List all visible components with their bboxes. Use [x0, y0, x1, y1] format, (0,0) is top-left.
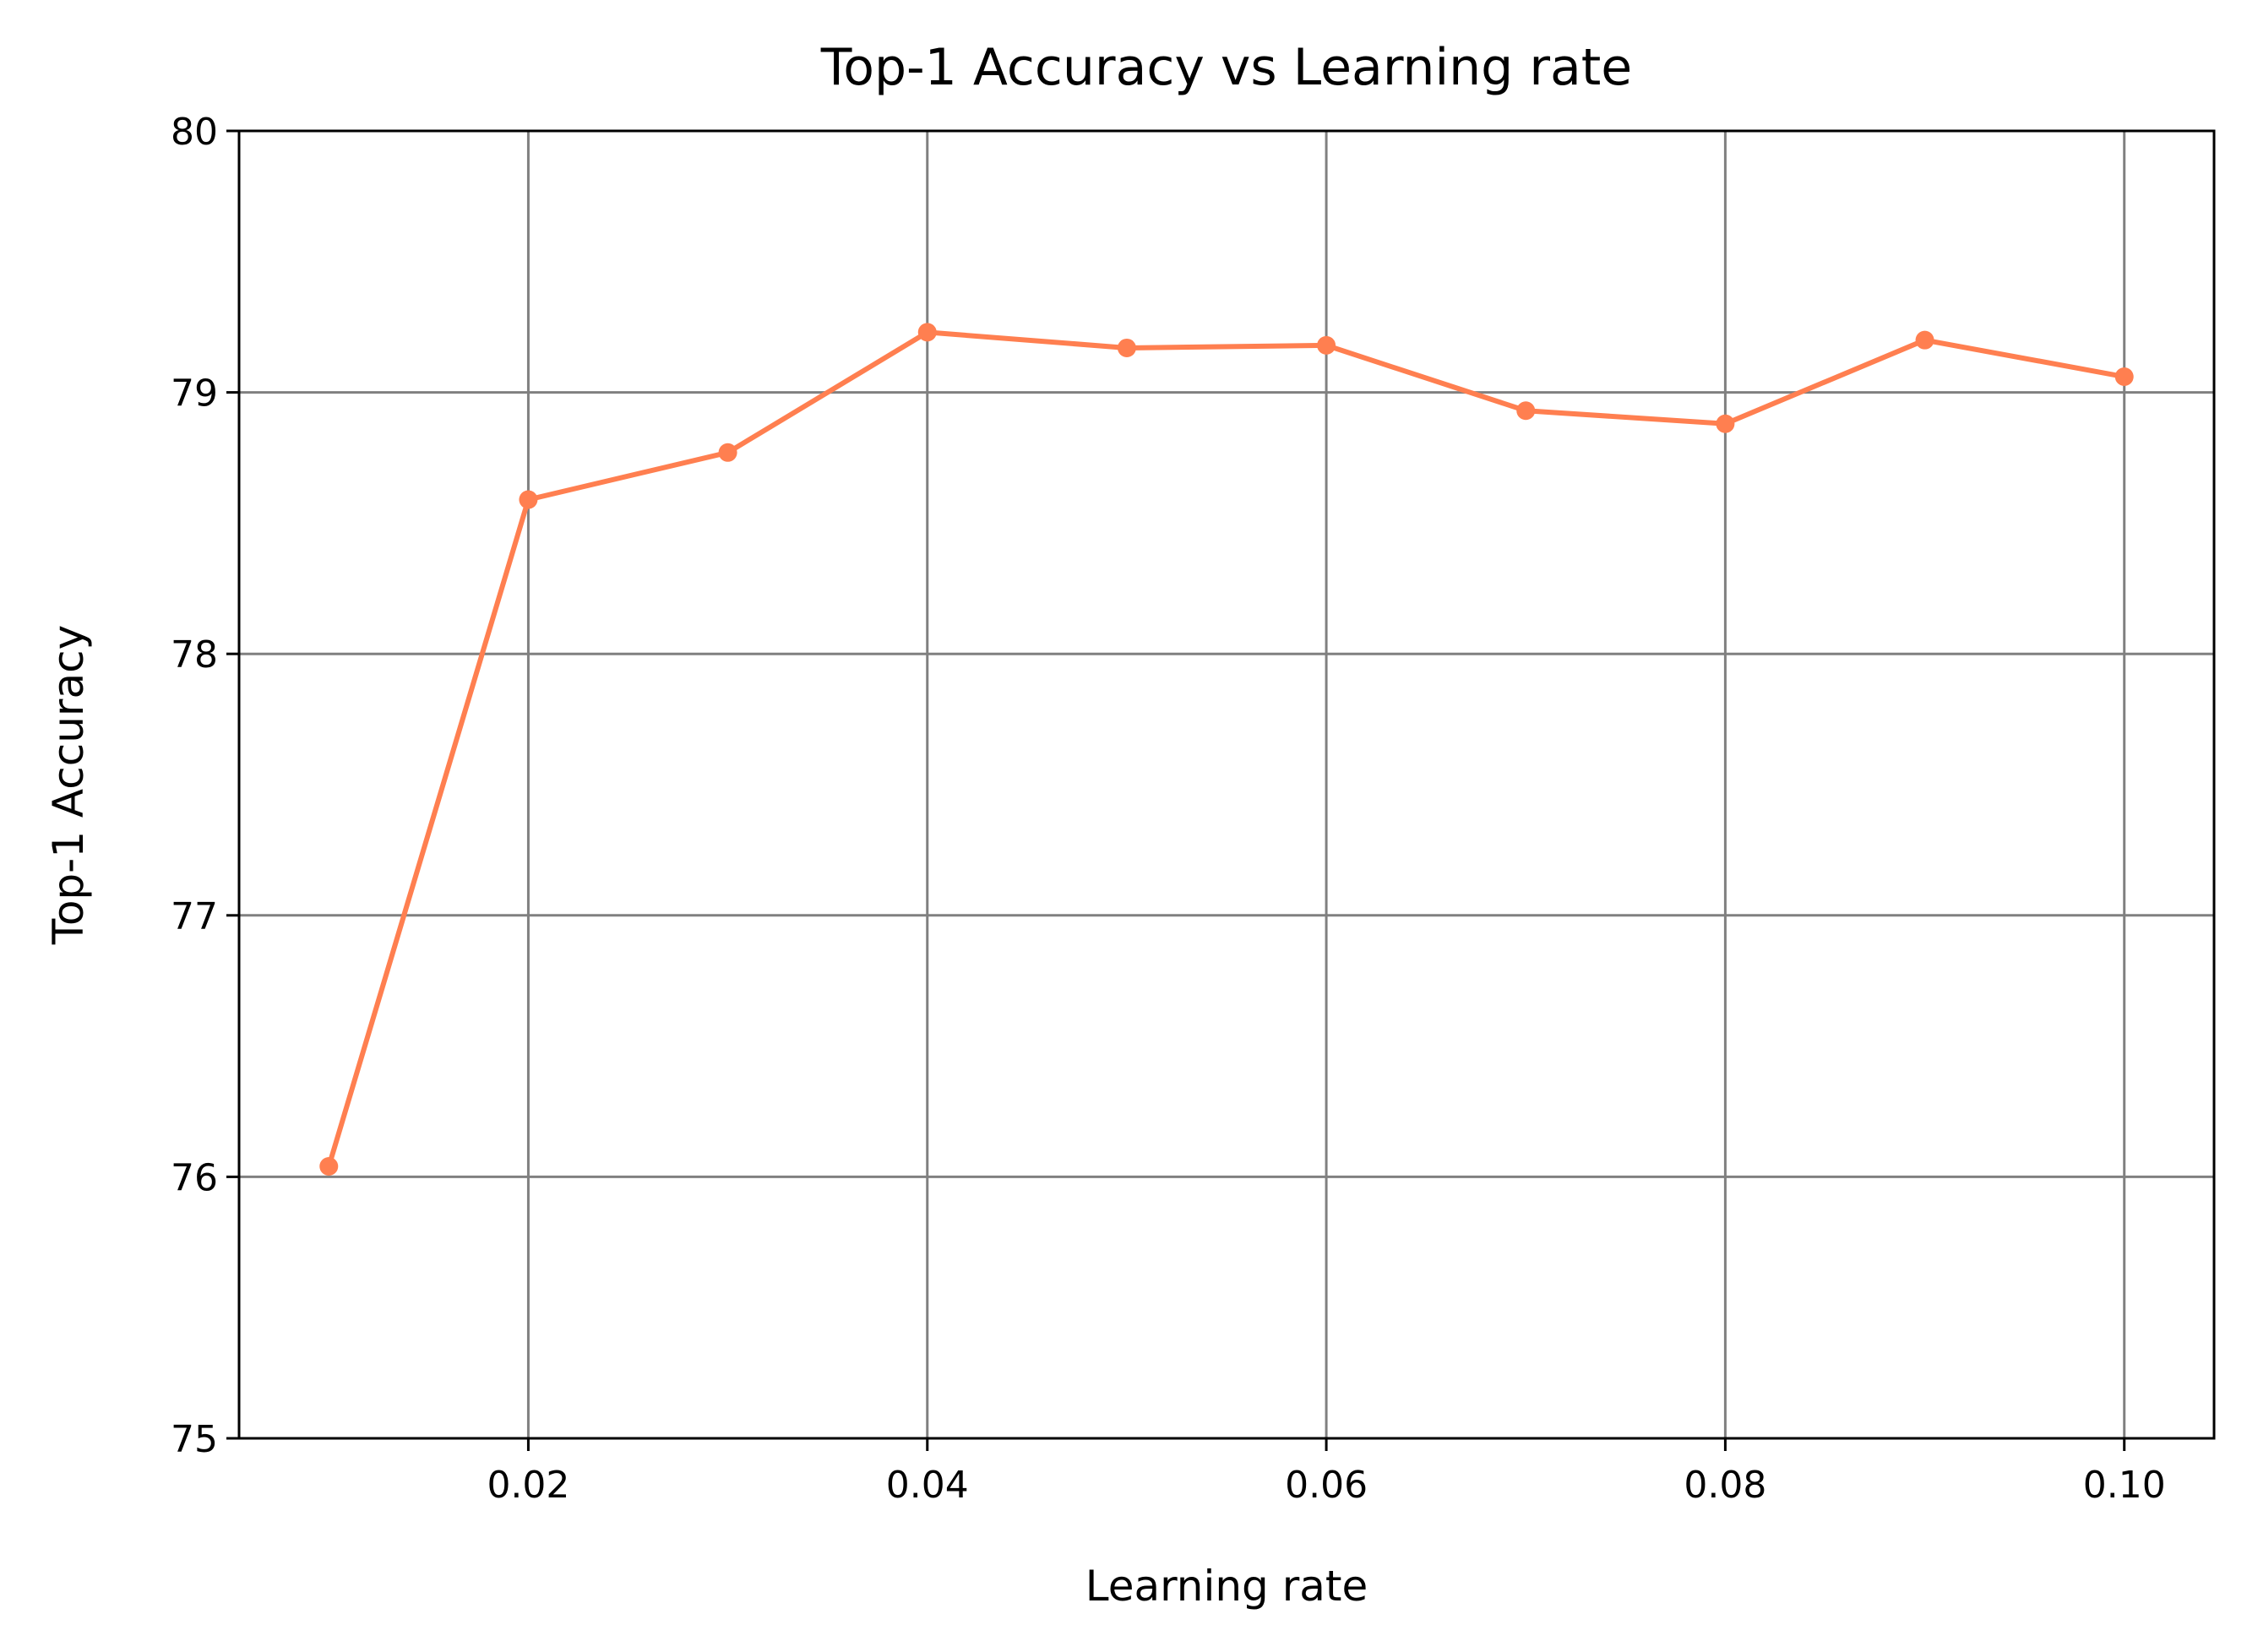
- y-tick-label: 77: [171, 895, 218, 938]
- data-point: [718, 443, 737, 462]
- y-tick-label: 80: [171, 111, 218, 154]
- y-tick-label: 75: [171, 1418, 218, 1461]
- data-point: [519, 490, 538, 509]
- chart-title: Top-1 Accuracy vs Learning rate: [820, 38, 1632, 97]
- data-point: [1317, 335, 1336, 355]
- data-point: [917, 323, 937, 342]
- plot-frame: [237, 129, 2216, 1440]
- x-axis-label: Learning rate: [1085, 1562, 1368, 1611]
- data-point: [319, 1157, 339, 1177]
- data-line: [326, 329, 2125, 1167]
- y-tick-label: 78: [171, 633, 218, 677]
- x-tick-label: 0.04: [886, 1464, 969, 1507]
- data-point: [1716, 414, 1735, 433]
- data-point: [1516, 401, 1536, 421]
- x-tick-label: 0.02: [487, 1464, 569, 1507]
- x-tick-label: 0.10: [2083, 1464, 2166, 1507]
- y-tick-label: 76: [171, 1156, 218, 1199]
- y-tick-label: 79: [171, 372, 218, 416]
- data-point: [2114, 367, 2134, 387]
- data-point: [1915, 330, 1934, 350]
- x-tick-label: 0.08: [1684, 1464, 1766, 1507]
- y-axis-label: Top-1 Accuracy: [44, 625, 93, 945]
- data-point: [1117, 338, 1136, 357]
- x-tick-label: 0.06: [1285, 1464, 1368, 1507]
